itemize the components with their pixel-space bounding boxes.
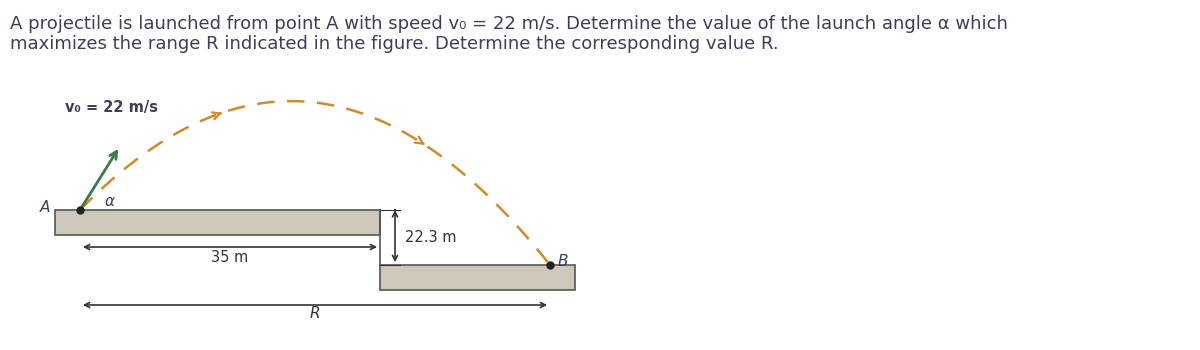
Text: v₀ = 22 m/s: v₀ = 22 m/s (65, 100, 158, 115)
Text: B: B (558, 254, 569, 270)
Text: A projectile is launched from point A with speed v₀ = 22 m/s. Determine the valu: A projectile is launched from point A wi… (10, 15, 1008, 33)
Text: α: α (106, 194, 115, 209)
Text: 22.3 m: 22.3 m (406, 230, 456, 245)
Bar (55, 210, 380, 235)
Text: 35 m: 35 m (211, 250, 248, 265)
Bar (380, 265, 575, 290)
Text: R: R (310, 306, 320, 321)
Text: maximizes the range R indicated in the figure. Determine the corresponding value: maximizes the range R indicated in the f… (10, 35, 779, 53)
Text: A: A (40, 199, 50, 215)
